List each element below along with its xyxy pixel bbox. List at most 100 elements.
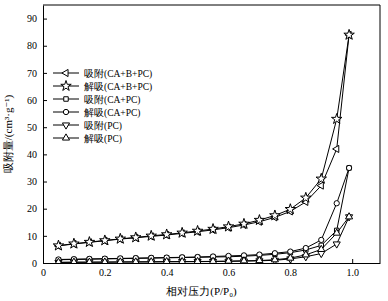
legend-entry: 吸附(CA+PC) [53, 94, 141, 106]
y-tick-mark [43, 263, 47, 264]
y-tick: 80 [27, 40, 47, 51]
series-line [58, 35, 349, 246]
frame-top [43, 5, 380, 6]
series-marker [86, 258, 93, 263]
series-marker [161, 229, 171, 239]
legend-marker [61, 80, 71, 90]
legend-entry: 解吸(CA+B+PC) [53, 80, 152, 92]
x-axis-line [44, 263, 381, 264]
series-marker [346, 165, 351, 170]
series-marker [301, 192, 311, 202]
y-tick: 20 [27, 203, 47, 214]
series-marker [69, 238, 79, 248]
series-marker [101, 258, 108, 263]
legend-marker [62, 134, 69, 140]
y-tick-mark [43, 182, 47, 183]
legend-entry: 解吸(CA+PC) [53, 108, 141, 119]
series-marker [192, 225, 202, 235]
series-marker [344, 29, 354, 39]
series-marker [302, 251, 309, 257]
y-tick-label: 0 [32, 258, 37, 269]
x-tick-label: 0.8 [285, 267, 298, 278]
series-marker [131, 232, 141, 242]
series-marker [318, 251, 325, 257]
y-tick: 0 [32, 258, 47, 269]
series-marker [333, 229, 340, 235]
x-tick-label: 0.4 [161, 267, 174, 278]
x-tick-label: 0.2 [99, 267, 112, 278]
y-axis-title: 吸附量/(cm³·g⁻¹) [2, 94, 15, 173]
series-marker [177, 227, 187, 237]
series-marker [270, 210, 280, 220]
series-marker [334, 201, 339, 206]
y-tick: 10 [27, 231, 47, 242]
y-tick-mark [43, 46, 47, 47]
y-tick-label: 90 [27, 13, 37, 24]
y-tick-mark [43, 100, 47, 101]
legend-label: 解吸(CA+PC) [84, 108, 141, 119]
chart: 00.20.40.60.81.00102030405060708090吸附(CA… [0, 0, 388, 301]
y-tick-mark [43, 209, 47, 210]
series-marker [100, 235, 110, 245]
legend-entry: 解吸(PC) [53, 134, 122, 145]
y-tick: 30 [27, 176, 47, 187]
series-marker [285, 204, 295, 214]
series-marker [271, 256, 278, 262]
series-line [58, 217, 349, 262]
series-line [58, 168, 349, 260]
series-marker [287, 254, 294, 260]
legend-label: 解吸(CA+B+PC) [84, 82, 152, 93]
legend-label: 吸附(CA+PC) [84, 94, 141, 106]
series-line [58, 217, 349, 263]
legend-entry: 吸附(PC) [53, 120, 122, 132]
series-marker [347, 166, 351, 170]
y-tick: 90 [27, 13, 47, 24]
y-tick-label: 20 [27, 203, 37, 214]
series-marker [223, 221, 233, 231]
series-marker [256, 256, 263, 262]
series-marker [333, 145, 339, 152]
y-axis-line [43, 6, 44, 264]
y-tick-label: 60 [27, 95, 37, 106]
legend-marker [62, 69, 68, 76]
y-tick-label: 30 [27, 176, 37, 187]
series-marker [70, 258, 77, 263]
y-tick-mark [43, 73, 47, 74]
x-axis-title: 相对压力(P/P₀) [166, 285, 237, 298]
y-tick-mark [43, 236, 47, 237]
x-tick: 1.0 [346, 259, 359, 278]
series-marker [53, 240, 63, 250]
series-marker [239, 218, 249, 228]
y-tick-mark [43, 19, 47, 20]
series-marker [225, 257, 232, 263]
series-marker [254, 215, 264, 225]
series-marker [208, 224, 218, 234]
legend-label: 吸附(PC) [84, 120, 122, 132]
y-tick: 70 [27, 68, 47, 79]
y-tick-label: 40 [27, 149, 37, 160]
frame-right [380, 5, 381, 263]
series-marker [146, 230, 156, 240]
y-tick-mark [43, 154, 47, 155]
plot: 00.20.40.60.81.00102030405060708090吸附(CA… [27, 5, 381, 278]
legend-marker [64, 97, 68, 101]
series-marker [209, 257, 216, 263]
series-marker [318, 245, 325, 251]
series-marker [163, 258, 170, 263]
y-tick: 40 [27, 149, 47, 160]
x-tick-mark [352, 259, 353, 263]
y-axis: 0 10 20 30 40 50 60 70 80 90 [27, 6, 47, 269]
series-marker [316, 173, 326, 183]
y-tick: 60 [27, 95, 47, 106]
legend-label: 解吸(PC) [84, 134, 122, 145]
series-line [58, 35, 349, 246]
series-marker [55, 258, 62, 263]
legend-label: 吸附(CA+B+PC) [84, 68, 152, 80]
legend-marker [62, 123, 69, 129]
series-marker [194, 257, 201, 263]
y-tick: 50 [27, 122, 47, 133]
x-tick-label: 1.0 [346, 267, 359, 278]
series-marker [331, 114, 341, 124]
x-tick-label: 0 [41, 267, 46, 278]
y-tick-label: 70 [27, 68, 37, 79]
